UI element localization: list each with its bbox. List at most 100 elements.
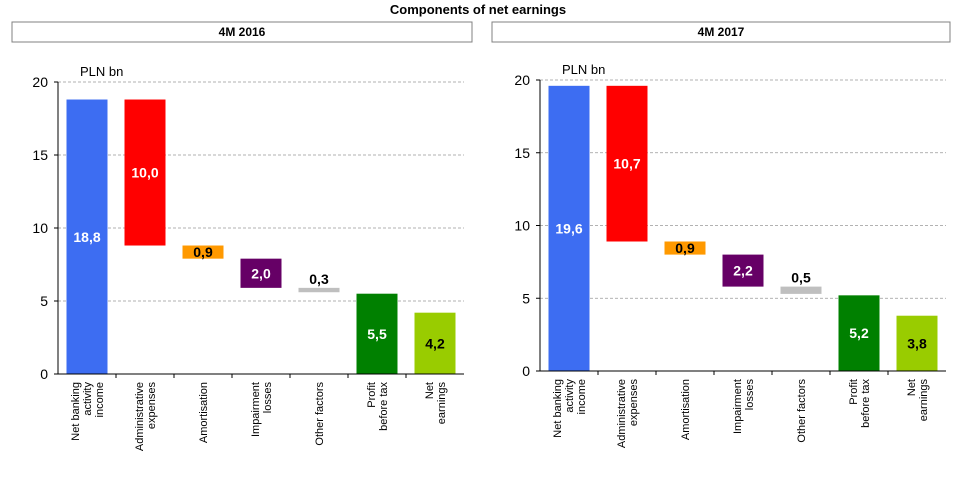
x-tick-label-group: Amortisation bbox=[680, 379, 692, 440]
y-tick-label: 20 bbox=[32, 74, 48, 90]
bar bbox=[66, 99, 108, 375]
x-tick-label: Administrativeexpenses bbox=[616, 379, 640, 449]
data-label: 19,6 bbox=[555, 220, 582, 236]
bar bbox=[838, 295, 880, 371]
x-tick-label-line: activity bbox=[564, 379, 576, 413]
x-tick-label: Profitbefore tax bbox=[848, 379, 872, 428]
bar bbox=[240, 258, 282, 288]
x-tick-label-line: Amortisation bbox=[680, 379, 692, 440]
bar bbox=[548, 85, 590, 371]
data-label: 0,5 bbox=[791, 270, 811, 286]
x-tick-label: Netearnings bbox=[906, 379, 930, 422]
x-tick-label-group: Administrativeexpenses bbox=[616, 379, 640, 449]
x-tick-label-line: losses bbox=[744, 379, 756, 411]
data-label: 10,0 bbox=[131, 165, 158, 181]
data-label: 4,2 bbox=[425, 335, 445, 351]
bar bbox=[722, 254, 764, 287]
x-tick-label-line: expenses bbox=[628, 379, 640, 427]
x-tick-label-line: Profit bbox=[366, 382, 378, 408]
x-tick-label-group: Net bankingactivityincome bbox=[552, 379, 588, 438]
data-label: 0,9 bbox=[193, 244, 213, 260]
x-tick-label-line: before tax bbox=[378, 382, 390, 431]
y-tick-label: 5 bbox=[40, 293, 48, 309]
x-tick-label-line: earnings bbox=[436, 382, 448, 425]
y-tick-label: 10 bbox=[32, 220, 48, 236]
page-title: Components of net earnings bbox=[390, 2, 566, 17]
x-tick-label-line: income bbox=[576, 379, 588, 414]
x-tick-label-group: Amortisation bbox=[198, 382, 210, 443]
panel-title: 4M 2016 bbox=[219, 25, 266, 39]
bar bbox=[606, 85, 648, 242]
x-tick-label-line: Administrative bbox=[134, 382, 146, 451]
x-tick-label: Profitbefore tax bbox=[366, 382, 390, 431]
x-tick-label: Netearnings bbox=[424, 382, 448, 425]
data-label: 10,7 bbox=[613, 156, 640, 172]
x-tick-label: Amortisation bbox=[680, 379, 692, 440]
x-tick-label-line: before tax bbox=[860, 379, 872, 428]
data-label: 0,3 bbox=[309, 271, 329, 287]
bar bbox=[182, 245, 224, 259]
x-tick-label-group: Netearnings bbox=[906, 379, 930, 422]
x-tick-label-line: activity bbox=[82, 382, 94, 416]
x-tick-label-group: Other factors bbox=[314, 382, 326, 446]
x-tick-label-line: Net bbox=[906, 379, 918, 396]
bar bbox=[664, 241, 706, 255]
x-tick-label-line: expenses bbox=[146, 382, 158, 430]
x-tick-label-group: Impairmentlosses bbox=[732, 379, 756, 435]
x-tick-label: Impairmentlosses bbox=[250, 382, 274, 438]
data-label: 2,2 bbox=[733, 263, 753, 279]
x-tick-label-line: Impairment bbox=[250, 382, 262, 437]
panel-header bbox=[11, 21, 473, 43]
bar bbox=[356, 293, 398, 374]
x-tick-label-group: Administrativeexpenses bbox=[134, 382, 158, 452]
bar bbox=[124, 99, 166, 246]
y-tick-label: 5 bbox=[522, 290, 530, 306]
data-label: 0,9 bbox=[675, 240, 695, 256]
unit-label: PLN bn bbox=[562, 62, 605, 77]
x-tick-label-line: Administrative bbox=[616, 379, 628, 448]
panel-header bbox=[491, 21, 951, 43]
x-tick-label-line: Profit bbox=[848, 379, 860, 405]
x-tick-label-line: Other factors bbox=[314, 382, 326, 446]
bar bbox=[414, 312, 456, 374]
y-tick-label: 20 bbox=[514, 72, 530, 88]
x-tick-label-group: Other factors bbox=[796, 379, 808, 443]
data-label: 5,5 bbox=[367, 326, 387, 342]
x-tick-label: Other factors bbox=[314, 382, 326, 446]
x-tick-label: Net bankingactivityincome bbox=[552, 379, 588, 438]
bar bbox=[896, 315, 938, 371]
unit-label: PLN bn bbox=[80, 64, 123, 79]
x-tick-label-line: Net bbox=[424, 382, 436, 399]
x-tick-label-line: earnings bbox=[918, 379, 930, 422]
panel-title: 4M 2017 bbox=[698, 25, 745, 39]
data-label: 2,0 bbox=[251, 265, 271, 281]
data-label: 5,2 bbox=[849, 325, 869, 341]
x-tick-label-group: Netearnings bbox=[424, 382, 448, 425]
x-tick-label-line: Other factors bbox=[796, 379, 808, 443]
x-tick-label-line: Amortisation bbox=[198, 382, 210, 443]
x-tick-label: Net bankingactivityincome bbox=[70, 382, 106, 441]
x-tick-label: Amortisation bbox=[198, 382, 210, 443]
x-tick-label-group: Profitbefore tax bbox=[366, 382, 390, 431]
x-tick-label-group: Impairmentlosses bbox=[250, 382, 274, 438]
y-tick-label: 0 bbox=[40, 366, 48, 382]
bar bbox=[298, 287, 340, 293]
x-tick-label-group: Profitbefore tax bbox=[848, 379, 872, 428]
x-tick-label: Administrativeexpenses bbox=[134, 382, 158, 452]
data-label: 3,8 bbox=[907, 335, 927, 351]
x-tick-label: Impairmentlosses bbox=[732, 379, 756, 435]
x-tick-label-group: Net bankingactivityincome bbox=[70, 382, 106, 441]
x-tick-label-line: Net banking bbox=[552, 379, 564, 438]
y-tick-label: 15 bbox=[514, 145, 530, 161]
y-tick-label: 10 bbox=[514, 218, 530, 234]
data-label: 18,8 bbox=[73, 229, 100, 245]
y-tick-label: 15 bbox=[32, 147, 48, 163]
x-tick-label-line: losses bbox=[262, 382, 274, 414]
x-tick-label-line: Impairment bbox=[732, 379, 744, 434]
x-tick-label-line: Net banking bbox=[70, 382, 82, 441]
x-tick-label-line: income bbox=[94, 382, 106, 417]
x-tick-label: Other factors bbox=[796, 379, 808, 443]
bar bbox=[780, 286, 822, 294]
y-tick-label: 0 bbox=[522, 363, 530, 379]
